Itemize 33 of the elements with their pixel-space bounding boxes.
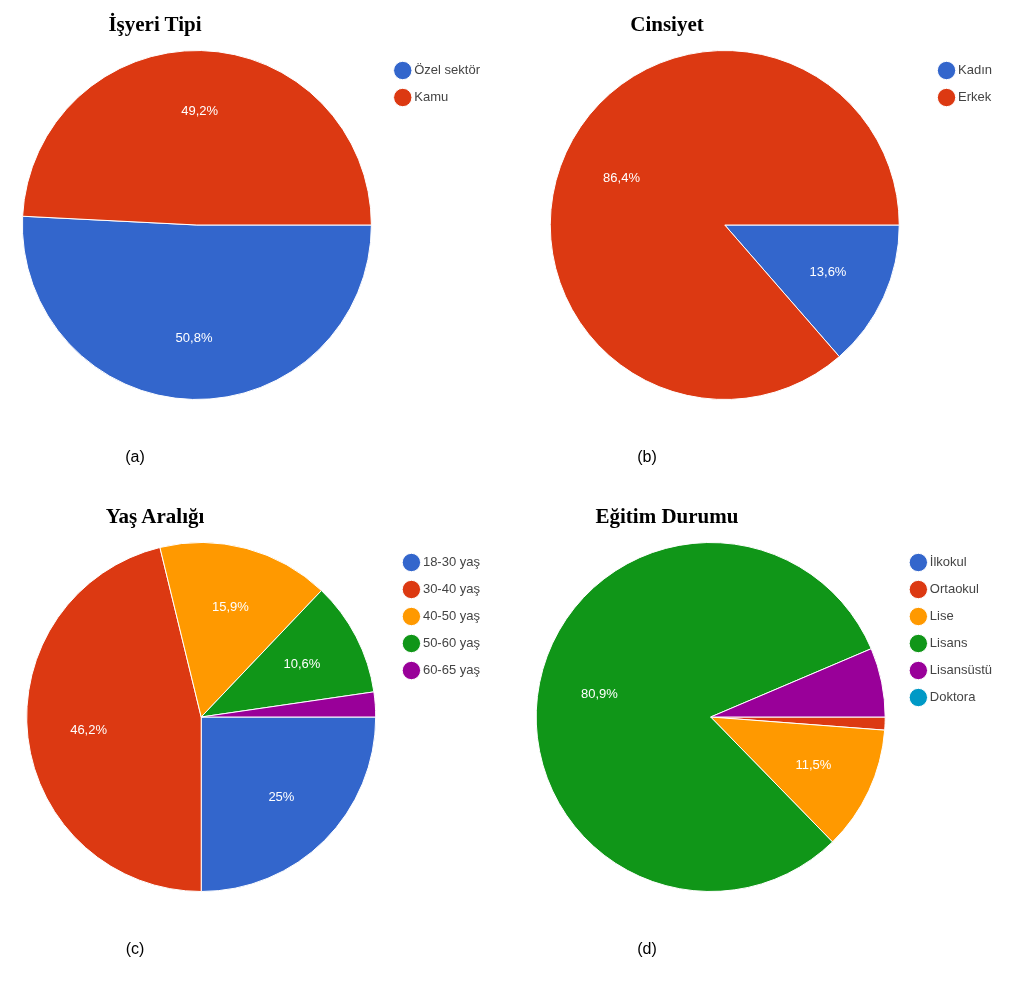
legend-label: 18-30 yaş [422, 554, 481, 570]
legend-label: Kamu [414, 89, 449, 105]
legend-label: Lisansüstü [929, 662, 993, 678]
legend-label: 50-60 yaş [422, 635, 481, 651]
legend-label: Kadın [958, 62, 993, 78]
chart-title: Yaş Aralığı [104, 504, 206, 529]
text: (d) [636, 940, 658, 958]
text: (a) [124, 448, 146, 466]
chart-title: İşyeri Tipi [107, 12, 203, 37]
chart-title: Eğitim Durumu [594, 504, 740, 529]
legend-label: 40-50 yaş [422, 608, 481, 624]
data-label: 80,9% [581, 686, 619, 702]
legend-label: Doktora [929, 689, 977, 705]
text: (c) [124, 940, 146, 958]
legend-label: 60-65 yaş [422, 662, 481, 678]
legend-label: Ortaokul [929, 581, 980, 597]
data-label: 25% [268, 788, 295, 804]
data-label: 13,6% [809, 263, 847, 279]
data-label: 49,2% [181, 103, 219, 119]
legend-label: Lisans [929, 635, 968, 651]
data-label: 86,4% [603, 169, 641, 185]
text: (b) [636, 448, 658, 466]
data-label: 46,2% [70, 722, 108, 738]
data-label: 15,9% [212, 598, 250, 614]
legend-label: Erkek [958, 89, 992, 105]
data-label: 50,8% [175, 329, 213, 345]
legend-label: Özel sektör [414, 62, 481, 78]
data-label: 11,5% [795, 756, 832, 772]
legend-label: 30-40 yaş [422, 581, 481, 597]
chart-title: Cinsiyet [629, 12, 705, 37]
legend-label: Lise [929, 608, 954, 624]
legend-label: İlkokul [929, 554, 967, 570]
data-label: 10,6% [283, 656, 321, 672]
